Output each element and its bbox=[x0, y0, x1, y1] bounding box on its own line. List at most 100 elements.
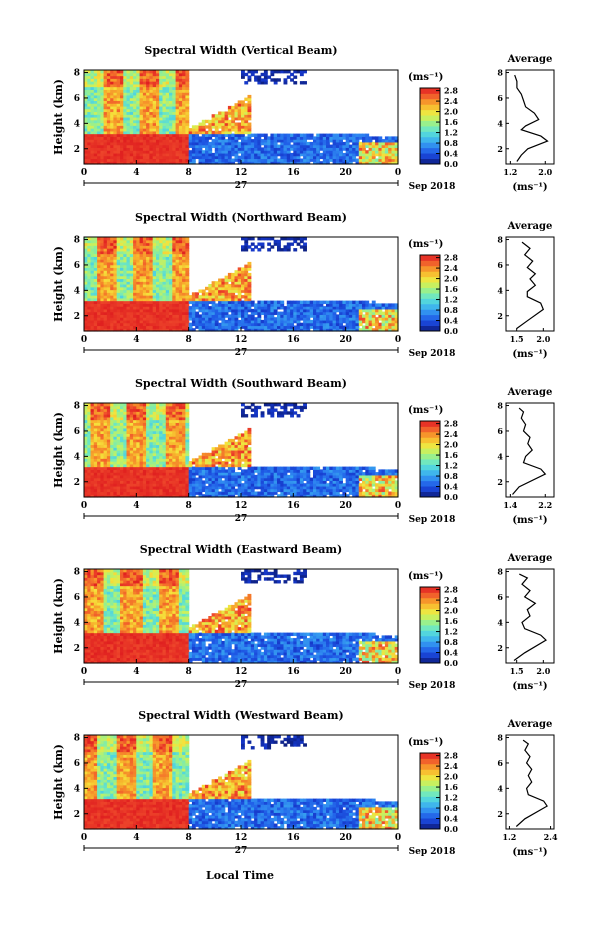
heatmap-cell bbox=[211, 297, 216, 302]
heatmap-cell bbox=[221, 306, 226, 310]
heatmap-cell bbox=[84, 444, 88, 448]
heatmap-cell bbox=[90, 416, 95, 421]
heatmap-cell bbox=[113, 427, 118, 432]
heatmap-cell bbox=[162, 97, 167, 101]
heatmap-cell bbox=[146, 97, 150, 101]
heatmap-cell bbox=[159, 450, 164, 454]
heatmap-cell bbox=[113, 133, 118, 137]
heatmap-cell bbox=[224, 147, 229, 151]
heatmap-cell bbox=[201, 295, 206, 299]
heatmap-cell bbox=[139, 83, 144, 88]
heatmap-cell bbox=[120, 477, 124, 481]
heatmap-cell bbox=[113, 403, 118, 407]
heatmap-cell bbox=[146, 272, 150, 277]
heatmap-cell bbox=[277, 248, 281, 252]
heatmap-cell bbox=[227, 284, 232, 288]
heatmap-cell bbox=[159, 111, 164, 115]
heatmap-cell bbox=[175, 494, 180, 498]
heatmap-cell bbox=[378, 147, 383, 151]
heatmap-cell bbox=[348, 139, 353, 143]
heatmap-cell bbox=[93, 237, 98, 241]
heatmap-cell bbox=[126, 147, 131, 151]
heatmap-cell bbox=[355, 158, 360, 162]
heatmap-cell bbox=[97, 150, 101, 154]
heatmap-cell bbox=[156, 450, 160, 454]
heatmap-cell bbox=[139, 414, 144, 418]
heatmap-cell bbox=[175, 111, 180, 115]
heatmap-cell bbox=[178, 86, 183, 90]
heatmap-cell bbox=[211, 292, 216, 296]
heatmap-cell bbox=[87, 133, 92, 137]
heatmap-cell bbox=[319, 308, 324, 313]
heatmap-cell bbox=[152, 491, 157, 495]
heatmap-cell bbox=[260, 81, 265, 85]
heatmap-cell bbox=[368, 311, 373, 315]
heatmap-cell bbox=[126, 267, 131, 271]
heatmap-cell bbox=[90, 303, 95, 307]
heatmap-cell bbox=[90, 119, 95, 124]
heatmap-cell bbox=[120, 242, 124, 246]
heatmap-cell bbox=[185, 158, 190, 162]
heatmap-cell bbox=[133, 125, 137, 129]
heatmap-cell bbox=[152, 75, 157, 79]
heatmap-cell bbox=[388, 311, 393, 315]
heatmap-cell bbox=[185, 325, 190, 329]
heatmap-cell bbox=[129, 133, 134, 137]
heatmap-cell bbox=[254, 139, 258, 143]
heatmap-cell bbox=[106, 248, 111, 252]
heatmap-cell bbox=[254, 150, 258, 154]
heatmap-cell bbox=[133, 292, 137, 296]
heatmap-cell bbox=[169, 78, 173, 82]
heatmap-cell bbox=[214, 295, 219, 299]
heatmap-cell bbox=[234, 152, 239, 157]
heatmap-cell bbox=[93, 405, 98, 410]
heatmap-cell bbox=[198, 122, 203, 126]
heatmap-cell bbox=[227, 133, 232, 137]
heatmap-cell bbox=[133, 322, 137, 327]
heatmap-cell bbox=[306, 158, 311, 162]
heatmap-cell bbox=[257, 300, 262, 304]
heatmap-cell bbox=[221, 147, 226, 151]
heatmap-cell bbox=[247, 130, 252, 135]
heatmap-cell bbox=[185, 286, 190, 291]
heatmap-cell bbox=[299, 237, 304, 241]
heatmap-cell bbox=[384, 141, 389, 146]
heatmap-cell bbox=[221, 139, 226, 143]
heatmap-cell bbox=[152, 300, 157, 304]
heatmap-cell bbox=[335, 308, 340, 313]
heatmap-cell bbox=[156, 297, 160, 302]
heatmap-cell bbox=[149, 441, 154, 446]
heatmap-cell bbox=[84, 72, 88, 77]
heatmap-cell bbox=[182, 284, 186, 288]
heatmap-cell bbox=[172, 322, 177, 327]
heatmap-cell bbox=[113, 438, 118, 443]
heatmap-cell bbox=[113, 245, 118, 249]
heatmap-cell bbox=[165, 83, 170, 88]
heatmap-cell bbox=[133, 447, 137, 451]
profile-x-tick-label: 1.2 bbox=[503, 167, 517, 177]
heatmap-cell bbox=[126, 300, 131, 304]
heatmap-cell bbox=[93, 114, 98, 118]
heatmap-cell bbox=[169, 403, 173, 407]
heatmap-cell bbox=[283, 245, 288, 249]
heatmap-cell bbox=[149, 128, 154, 132]
heatmap-cell bbox=[84, 70, 88, 74]
heatmap-cell bbox=[165, 403, 170, 407]
heatmap-cell bbox=[146, 491, 150, 495]
heatmap-cell bbox=[348, 319, 353, 324]
heatmap-cell bbox=[241, 311, 245, 315]
heatmap-cell bbox=[227, 314, 232, 318]
heatmap-cell bbox=[97, 477, 101, 481]
heatmap-cell bbox=[227, 322, 232, 327]
heatmap-cell bbox=[146, 248, 150, 252]
heatmap-cell bbox=[234, 111, 239, 115]
heatmap-cell bbox=[159, 322, 164, 327]
heatmap-cell bbox=[231, 286, 236, 291]
heatmap-cell bbox=[100, 436, 105, 440]
heatmap-cell bbox=[90, 128, 95, 132]
heatmap-cell bbox=[146, 408, 150, 412]
heatmap-cell bbox=[120, 447, 124, 451]
heatmap-cell bbox=[391, 306, 396, 310]
heatmap-cell bbox=[348, 303, 353, 307]
heatmap-cell bbox=[339, 139, 343, 143]
